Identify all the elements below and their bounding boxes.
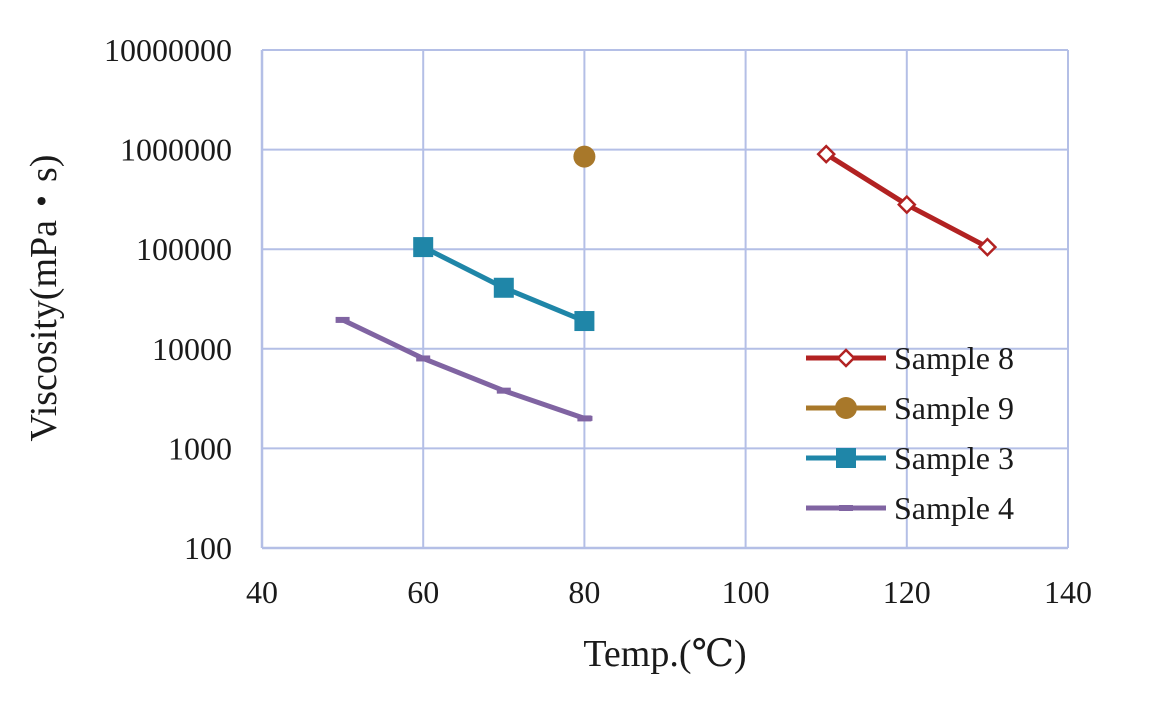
sample-4-point xyxy=(335,316,350,323)
x-tick-label: 100 xyxy=(722,574,770,610)
plot-axes xyxy=(260,50,1068,550)
y-tick-label: 100 xyxy=(184,530,232,566)
x-axis-title: Temp.(℃) xyxy=(583,633,746,675)
sample-4-point xyxy=(496,387,511,394)
y-tick-label: 1000 xyxy=(168,430,232,466)
x-tick-label: 40 xyxy=(246,574,278,610)
sample-4-point xyxy=(577,415,592,422)
legend-sample-8-label: Sample 8 xyxy=(894,340,1014,376)
legend-sample-9-marker xyxy=(835,397,857,419)
legend-sample-3-marker xyxy=(836,448,856,468)
sample-4-point xyxy=(416,355,431,362)
y-axis-title: Viscosity(mPa・s) xyxy=(23,155,65,442)
y-tick-label: 100000 xyxy=(136,231,232,267)
y-tick-label: 1000000 xyxy=(120,132,232,168)
y-tick-label: 10000 xyxy=(152,331,232,367)
sample-3-point xyxy=(413,237,434,258)
x-tick-label: 80 xyxy=(568,574,600,610)
legend: Sample 8 Sample 9 Sample 3 Sample 4 xyxy=(806,340,1014,526)
legend-sample-3-label: Sample 3 xyxy=(894,440,1014,476)
legend-sample-4-marker xyxy=(839,505,853,511)
legend-sample-4-label: Sample 4 xyxy=(894,490,1014,526)
sample-8-point xyxy=(897,194,917,215)
y-tick-label: 10000000 xyxy=(104,32,232,68)
sample-3-point xyxy=(574,311,595,332)
sample-8-point xyxy=(977,237,998,257)
x-tick-labels: 40 60 80 100 120 140 xyxy=(246,574,1092,610)
sample-9-point xyxy=(573,145,596,168)
y-tick-labels: 100 1000 10000 100000 1000000 10000000 xyxy=(104,32,232,566)
sample-8-point xyxy=(816,144,836,164)
x-tick-label: 140 xyxy=(1044,574,1092,610)
legend-sample-9-label: Sample 9 xyxy=(894,390,1014,426)
sample-3-point xyxy=(493,277,514,298)
data-series xyxy=(335,144,998,422)
x-tick-label: 120 xyxy=(883,574,931,610)
sample-4-line xyxy=(341,317,593,421)
legend-sample-8-marker xyxy=(836,348,856,368)
x-tick-label: 60 xyxy=(407,574,439,610)
